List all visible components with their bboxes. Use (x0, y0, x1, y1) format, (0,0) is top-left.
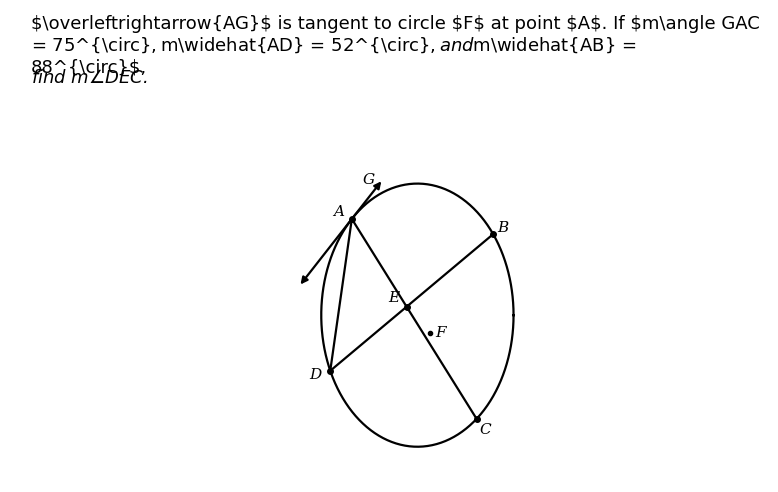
Text: find $m\angle DEC$.: find $m\angle DEC$. (31, 69, 148, 87)
Text: B: B (498, 221, 509, 235)
Text: G: G (363, 173, 375, 187)
Text: D: D (309, 368, 321, 382)
Text: F: F (436, 326, 446, 340)
Text: E: E (388, 291, 399, 305)
Text: A: A (333, 205, 344, 219)
Text: C: C (480, 423, 492, 437)
Text: $\overleftrightarrow{AG}$ is tangent to circle $F$ at point $A$. If $m\angle GAC: $\overleftrightarrow{AG}$ is tangent to … (31, 15, 760, 76)
